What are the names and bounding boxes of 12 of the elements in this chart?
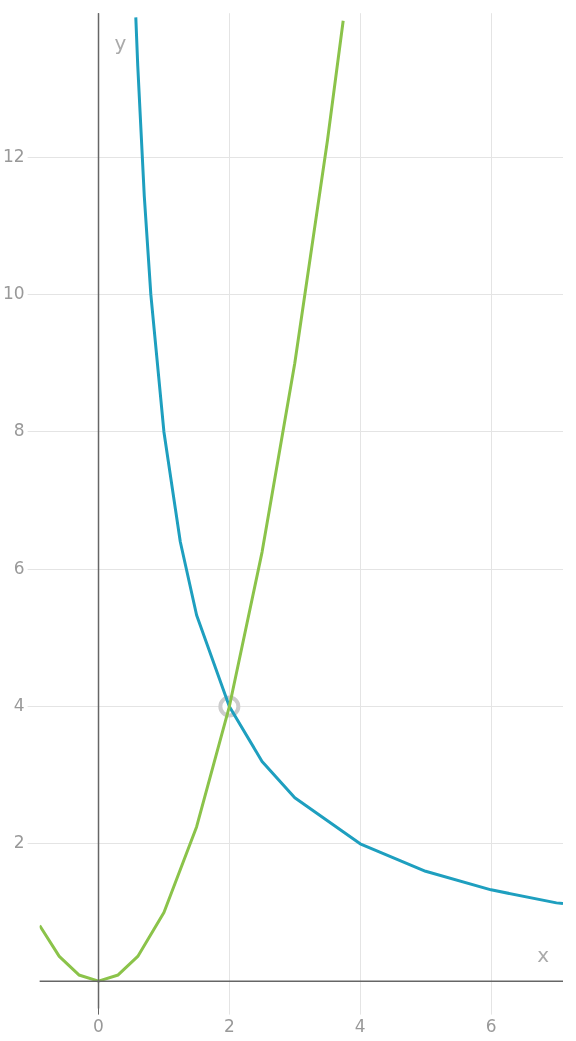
x-tick-label: 4 [354,1016,366,1037]
y-tick-label: 8 [13,420,25,441]
x-axis-title: x [537,943,550,968]
y-tick-label: 2 [13,832,25,853]
x-tick-label: 0 [93,1016,104,1037]
y-tick-label: 6 [13,557,25,578]
y-tick-label: 10 [2,283,25,304]
y-axis-title: y [114,31,127,56]
y-tick-label: 12 [2,145,25,166]
y-tick-label: 4 [13,694,25,715]
x-tick-label: 2 [223,1016,235,1037]
x-tick-label: 6 [485,1016,497,1037]
